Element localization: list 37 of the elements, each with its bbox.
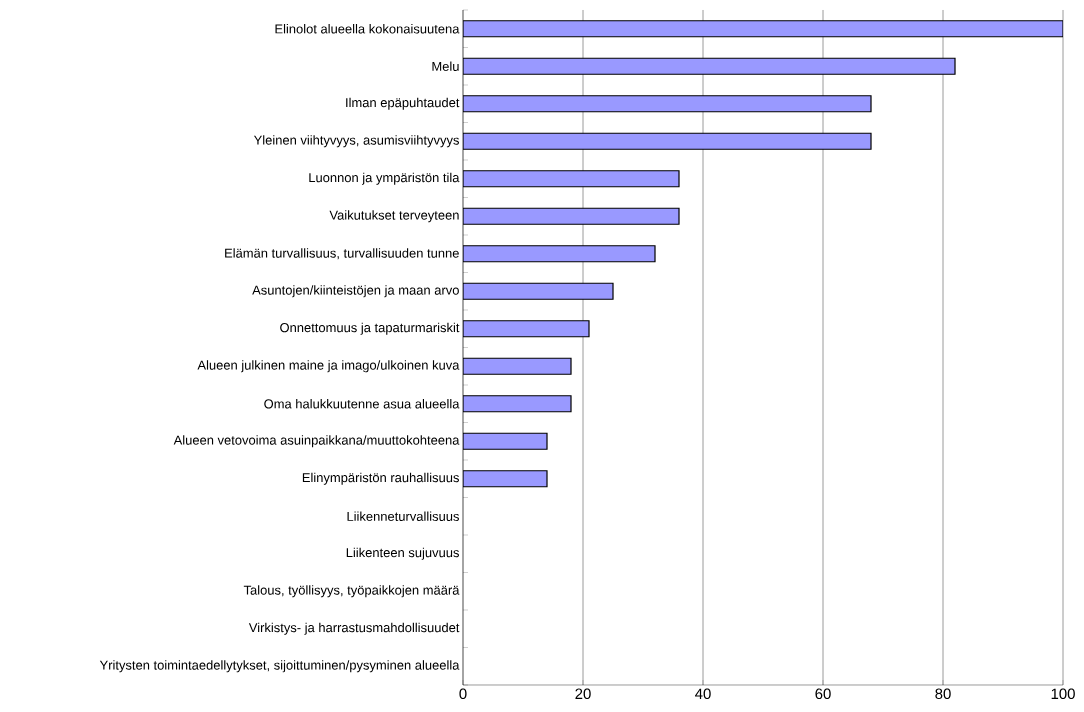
x-tick-label: 80 <box>935 688 951 700</box>
y-tick-label: Alueen julkinen maine ja imago/ulkoinen kuva <box>197 360 460 373</box>
y-tick-label: Melu <box>432 61 459 71</box>
bar <box>463 132 872 150</box>
y-tick-label: Liikenneturvallisuus <box>347 511 459 521</box>
y-tick-label: Yleinen viihtyvyys, asumisviihtyvyys <box>253 135 459 148</box>
x-tick-label: 60 <box>815 688 831 700</box>
x-tick-label: 20 <box>575 688 591 700</box>
bar <box>463 170 680 188</box>
bar <box>463 432 548 450</box>
x-tick-label: 100 <box>1051 688 1075 700</box>
x-tick-label: 0 <box>459 688 467 700</box>
bar <box>463 282 614 300</box>
bar <box>463 320 590 338</box>
y-tick-label: Oma halukkuutenne asua alueella <box>264 398 460 409</box>
y-tick-label: Elinolot alueella kokonaisuutena <box>275 23 460 34</box>
bar <box>463 357 572 375</box>
y-tick-label: Talous, työllisyys, työpaikkojen määrä <box>243 585 460 598</box>
bar <box>463 395 572 413</box>
y-tick-label: Onnettomuus ja tapaturmariskit <box>280 322 460 335</box>
y-tick-label: Asuntojen/kiinteistöjen ja maan arvo <box>252 285 459 298</box>
x-tick-label: 40 <box>695 688 711 700</box>
y-tick-label: Yritysten toimintaedellytykset, sijoittuminen/pysyminen alueella <box>99 660 460 673</box>
y-tick-label: Elämän turvallisuus, turvallisuuden tunne <box>225 248 459 260</box>
bar <box>463 207 680 225</box>
bar <box>463 95 872 113</box>
bar <box>463 57 956 75</box>
bar <box>463 245 656 263</box>
y-tick-label: Elinympäristön rauhallisuus <box>302 472 459 485</box>
y-tick-label: Luonnon ja ympäristön tila <box>309 172 460 185</box>
y-tick-label: Liikenteen sujuvuus <box>346 547 459 560</box>
y-tick-label: Ilman epäpuhtaudet <box>346 97 460 110</box>
y-tick-label: Alueen vetovoima asuinpaikkana/muuttokohteena <box>173 435 460 448</box>
bar <box>463 20 1064 38</box>
y-tick-label: Vaikutukset terveyteen <box>329 210 459 223</box>
bar <box>463 470 548 488</box>
y-tick-label: Virkistys- ja harrastusmahdollisuudet <box>248 622 460 635</box>
